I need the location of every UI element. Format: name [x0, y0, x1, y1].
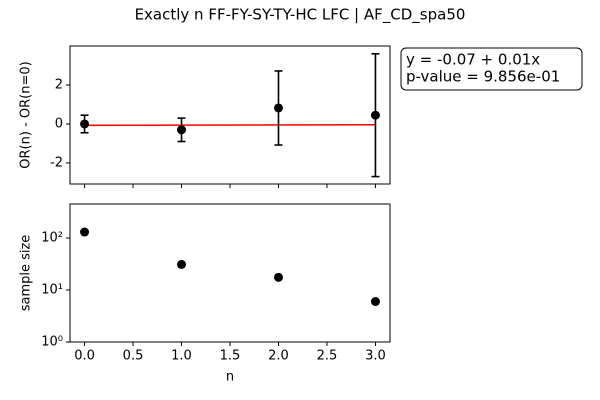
x-tick-label: 1.5	[220, 349, 241, 364]
fit-line	[84, 123, 376, 127]
x-tick-label: 3.0	[365, 349, 386, 364]
annotation-text: p-value = 9.856e-01	[406, 68, 560, 86]
axes-frame	[69, 203, 391, 343]
point	[80, 227, 90, 237]
x-tick-label: 2.5	[317, 349, 338, 364]
point	[370, 110, 380, 120]
annotation-text: y = -0.07 + 0.01x	[406, 51, 540, 69]
point	[370, 297, 380, 307]
y-tick-label: 0	[55, 116, 63, 131]
axes-frame	[69, 45, 391, 185]
x-tick-label: 2.0	[268, 349, 289, 364]
y-tick-label: 2	[55, 77, 63, 92]
y-axis-label: sample size	[19, 235, 34, 312]
point	[177, 125, 187, 135]
point	[177, 259, 187, 269]
y-axis-label: OR(n) - OR(n=0)	[19, 61, 34, 168]
y-tick-label: 10¹	[41, 282, 63, 297]
point	[80, 119, 90, 129]
annotation-box	[400, 47, 583, 91]
point	[273, 272, 283, 282]
x-axis-label: n	[226, 370, 234, 385]
y-tick-label: 10⁰	[41, 335, 63, 350]
point	[273, 103, 283, 113]
y-tick-label: 10²	[41, 230, 63, 245]
x-tick-label: 0.0	[74, 349, 95, 364]
y-tick-label: -2	[50, 155, 63, 170]
x-tick-label: 0.5	[123, 349, 144, 364]
figure-title: Exactly n FF-FY-SY-TY-HC LFC | AF_CD_spa…	[135, 6, 466, 25]
x-tick-label: 1.0	[171, 349, 192, 364]
